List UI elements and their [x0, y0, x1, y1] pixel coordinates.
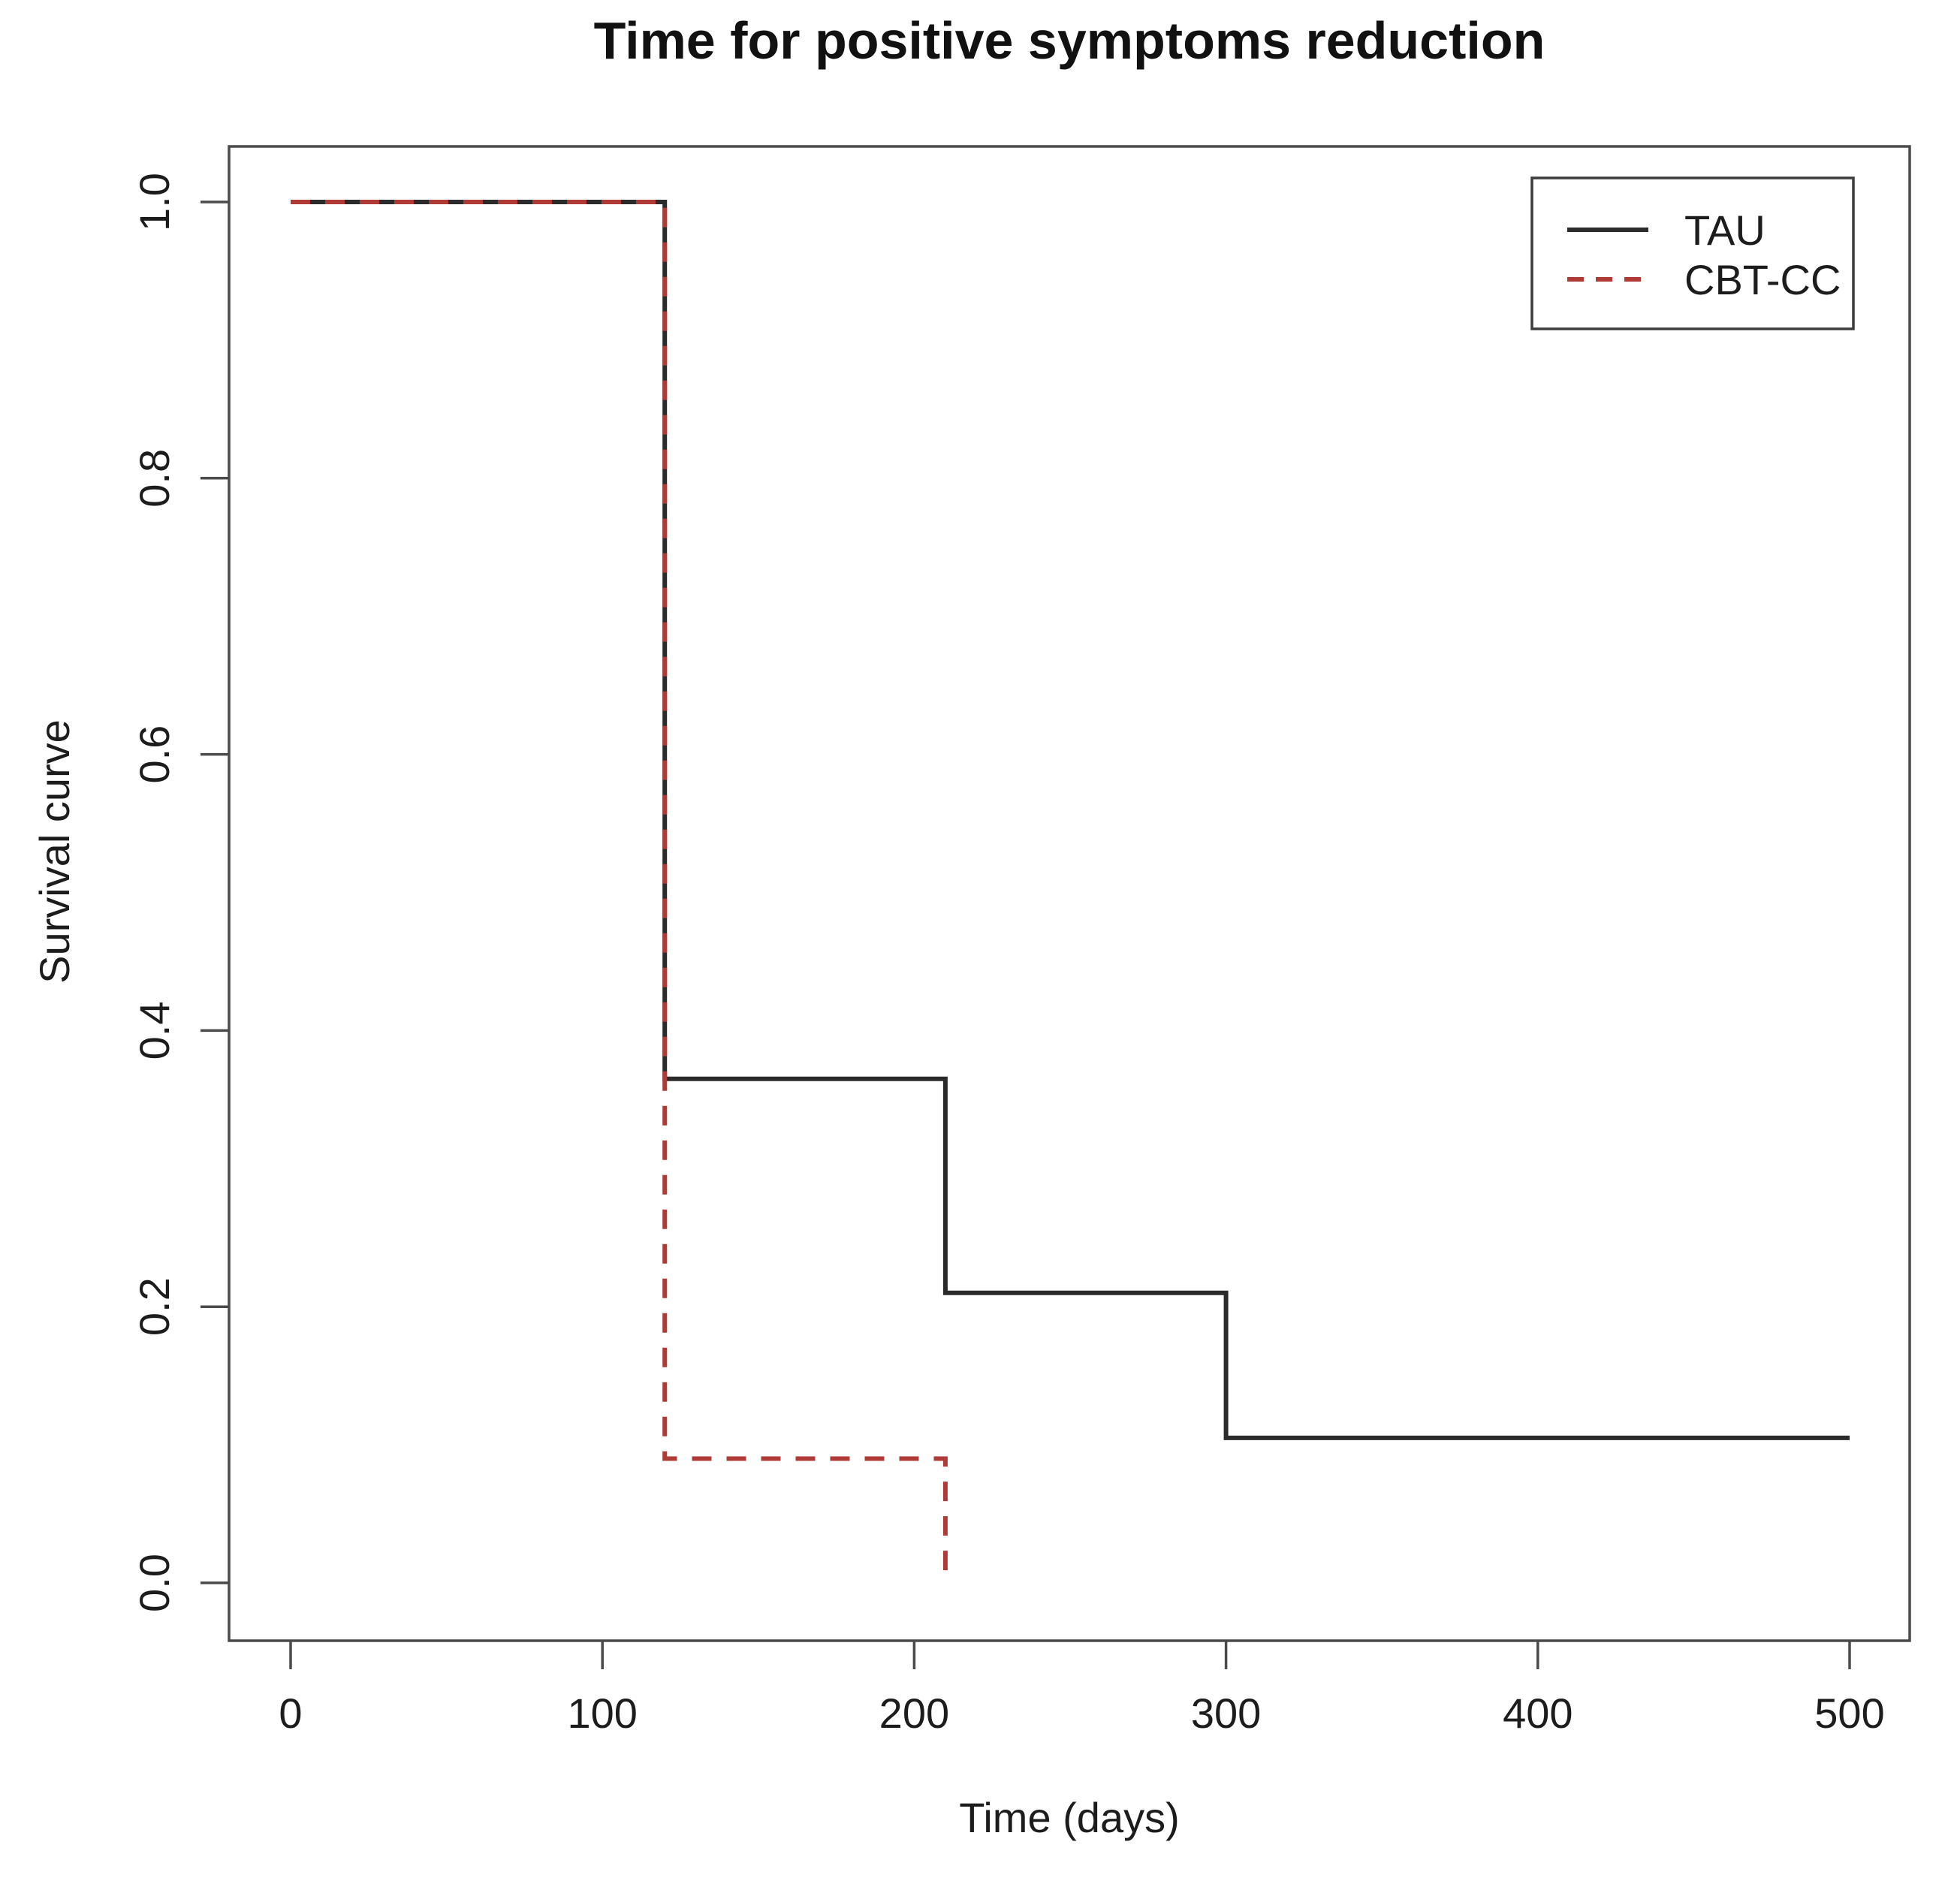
legend-entry-tau: TAU: [1567, 206, 1766, 254]
y-axis-tick-label: 1.0: [131, 173, 178, 231]
plot-frame: [228, 145, 1911, 1642]
series-tau-line: [291, 200, 1850, 1440]
legend-box: [1530, 176, 1855, 330]
x-axis-tick-label: 200: [879, 1690, 949, 1737]
legend-label: CBT-CC: [1684, 256, 1841, 303]
legend-label: TAU: [1684, 206, 1766, 254]
y-axis-tick-label: 0.2: [131, 1277, 178, 1336]
y-axis-tick-label: 0.4: [131, 1001, 178, 1060]
y-axis-tick-label: 0.8: [131, 449, 178, 508]
x-axis-tick-label: 100: [567, 1690, 637, 1737]
series-cbt-cc-line: [291, 200, 948, 1583]
chart-title: Time for positive symptoms reduction: [593, 11, 1545, 70]
y-axis-tick-label: 0.6: [131, 725, 178, 784]
y-axis-tick-label: 0.0: [131, 1554, 178, 1612]
x-axis-tick-label: 400: [1503, 1690, 1573, 1737]
x-axis-tick-label: 0: [279, 1690, 302, 1737]
x-axis-tick-label: 300: [1191, 1690, 1261, 1737]
legend-entry-cbt-cc: CBT-CC: [1567, 256, 1841, 303]
x-axis-tick-label: 500: [1814, 1690, 1884, 1737]
x-axis-title: Time (days): [959, 1794, 1180, 1841]
